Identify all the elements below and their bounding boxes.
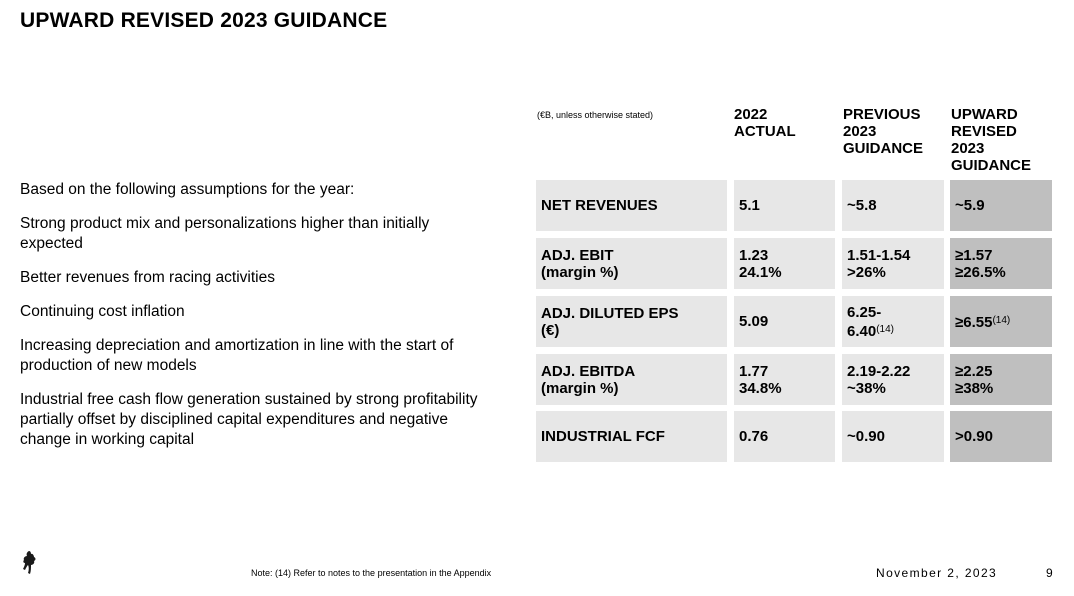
- revised-guidance-value: ≥2.25 ≥38%: [950, 354, 1052, 405]
- revised-guidance-value: ~5.9: [950, 180, 1052, 231]
- previous-guidance-value: ~0.90: [842, 411, 944, 462]
- header-revised: UPWARD REVISED 2023 GUIDANCE: [951, 106, 1032, 174]
- footnote: Note: (14) Refer to notes to the present…: [251, 568, 492, 578]
- assumptions-list: Based on the following assumptions for t…: [20, 180, 490, 464]
- revised-guidance-value: ≥1.57 ≥26.5%: [950, 238, 1052, 289]
- presentation-date: November 2, 2023: [876, 566, 998, 580]
- prancing-horse-icon: [23, 551, 36, 574]
- page-title: UPWARD REVISED 2023 GUIDANCE: [20, 9, 388, 32]
- page-number: 9: [1046, 566, 1053, 580]
- row-label: INDUSTRIAL FCF: [536, 411, 727, 462]
- row-label: ADJ. DILUTED EPS (€): [536, 296, 727, 347]
- assumption-item: Continuing cost inflation: [20, 303, 185, 320]
- previous-guidance-value: 2.19-2.22 ~38%: [842, 354, 944, 405]
- previous-guidance-value: 1.51-1.54 >26%: [842, 238, 944, 289]
- footnote-ref: (14): [992, 315, 1011, 326]
- assumption-item: Better revenues from racing activities: [20, 269, 275, 286]
- actual-value: 5.1: [734, 180, 835, 231]
- previous-guidance-value: ~5.8: [842, 180, 944, 231]
- revised-guidance-value: ≥6.55(14): [950, 296, 1052, 347]
- actual-value: 1.23 24.1%: [734, 238, 835, 289]
- assumption-item: Strong product mix and personalizations …: [20, 215, 430, 252]
- previous-guidance-value: 6.25- 6.40(14): [842, 296, 944, 347]
- assumptions-intro: Based on the following assumptions for t…: [20, 181, 355, 198]
- assumption-item: Increasing depreciation and amortization…: [20, 337, 454, 374]
- row-label: ADJ. EBITDA (margin %): [536, 354, 727, 405]
- header-previous: PREVIOUS 2023 GUIDANCE: [843, 106, 924, 157]
- row-label: NET REVENUES: [536, 180, 727, 231]
- footnote-ref: (14): [876, 323, 894, 335]
- row-label: ADJ. EBIT (margin %): [536, 238, 727, 289]
- actual-value: 1.77 34.8%: [734, 354, 835, 405]
- revised-guidance-value: >0.90: [950, 411, 1052, 462]
- assumption-item: Industrial free cash flow generation sus…: [20, 391, 478, 448]
- actual-value: 0.76: [734, 411, 835, 462]
- actual-value: 5.09: [734, 296, 835, 347]
- header-actual: 2022 ACTUAL: [734, 106, 796, 140]
- units-note: (€B, unless otherwise stated): [537, 110, 654, 120]
